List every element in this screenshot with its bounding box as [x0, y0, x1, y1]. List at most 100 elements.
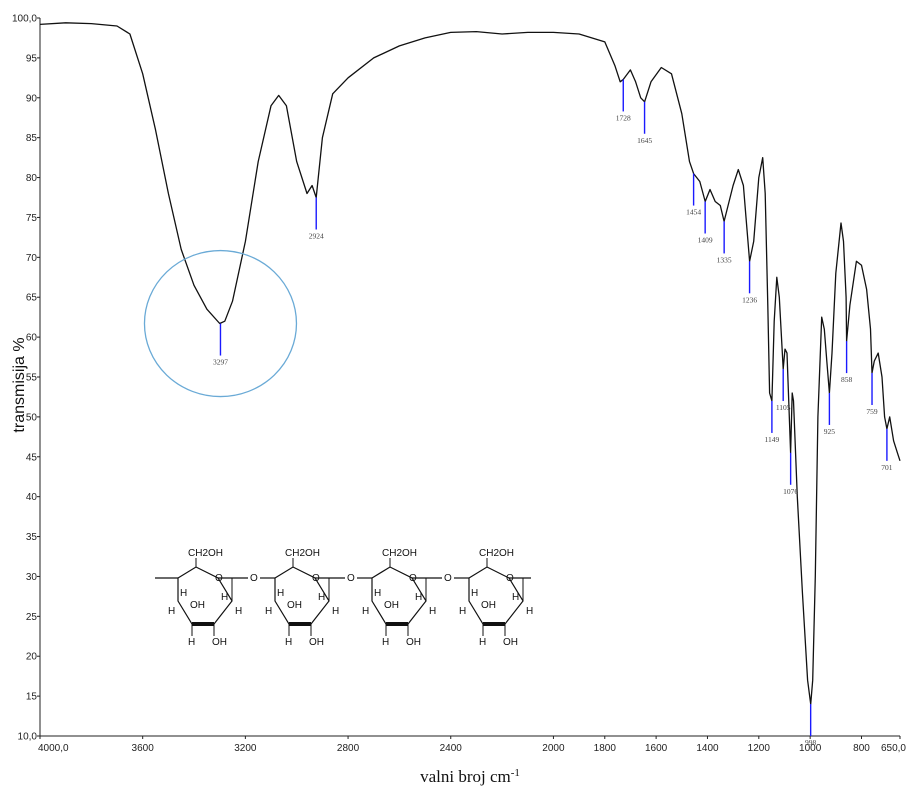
peak-label: 925	[824, 427, 836, 436]
oh-label: OH	[503, 637, 518, 648]
y-ticks: 100,0 95 90 85 80 75 70 65 60 55 50 45 40 35 30 25 20 15 1…	[12, 14, 40, 743]
y-tick-label: 60	[26, 333, 38, 344]
cellulose-structure: CH2OHOOHOHHHHHHOCH2OHOOHOHHHHHHOCH2OHOOH…	[155, 548, 533, 648]
peak-label: 1454	[686, 208, 701, 217]
glucose-ring	[371, 566, 427, 625]
y-tick-label: 75	[26, 213, 38, 224]
h-label: H	[188, 637, 195, 648]
h-label: H	[235, 606, 242, 617]
y-tick-label: 25	[26, 612, 38, 623]
x-tick-label: 1600	[645, 743, 668, 754]
x-tick-label: 2000	[542, 743, 565, 754]
y-tick-label: 65	[26, 293, 38, 304]
x-tick-label: 3200	[234, 743, 257, 754]
highlight-ellipse	[143, 249, 298, 398]
bridge-oxygen-label: O	[444, 573, 452, 584]
oh-label: OH	[481, 600, 496, 611]
h-label: H	[168, 606, 175, 617]
x-tick-label: 1800	[594, 743, 617, 754]
h-label: H	[415, 592, 422, 603]
h-label: H	[459, 606, 466, 617]
h-label: H	[471, 588, 478, 599]
glucose-ring	[274, 566, 330, 625]
y-tick-label: 30	[26, 572, 38, 583]
peak-label: 1076	[783, 487, 798, 496]
y-tick-label: 85	[26, 133, 38, 144]
glucose-ring	[177, 566, 233, 625]
bridge-oxygen-label: O	[250, 573, 258, 584]
peak-label: 3297	[213, 358, 228, 367]
h-label: H	[318, 592, 325, 603]
h-label: H	[180, 588, 187, 599]
peak-label: 1236	[742, 295, 757, 304]
oh-label: OH	[287, 600, 302, 611]
bridge-oxygen-label: O	[347, 573, 355, 584]
glucose-unit: CH2OHOOHOHHHHHHO	[168, 548, 275, 648]
peak-label: 858	[841, 375, 853, 384]
x-axis-title-sup: -1	[511, 767, 520, 779]
oh-label: OH	[384, 600, 399, 611]
ch2oh-label: CH2OH	[382, 548, 417, 559]
y-tick-label: 15	[26, 692, 38, 703]
ch2oh-label: CH2OH	[188, 548, 223, 559]
y-tick-label: 45	[26, 452, 38, 463]
h-label: H	[277, 588, 284, 599]
peak-label: 701	[881, 463, 893, 472]
y-tick-label: 55	[26, 373, 38, 384]
h-label: H	[332, 606, 339, 617]
y-tick-label: 50	[26, 412, 38, 423]
ch2oh-label: CH2OH	[285, 548, 320, 559]
glucose-unit: CH2OHOOHOHHHHHH	[459, 548, 533, 648]
y-tick-label: 35	[26, 532, 38, 543]
h-label: H	[221, 592, 228, 603]
x-tick-label: 650,0	[881, 743, 906, 754]
h-label: H	[374, 588, 381, 599]
x-tick-label: 1000	[799, 743, 822, 754]
x-tick-label: 800	[853, 743, 870, 754]
series	[39, 22, 901, 705]
peak-label: 2924	[309, 232, 324, 241]
glucose-ring	[468, 566, 524, 625]
peak-label: 1105	[776, 403, 791, 412]
glucose-unit: CH2OHOOHOHHHHHHO	[362, 548, 469, 648]
h-label: H	[526, 606, 533, 617]
x-tick-label: 2400	[440, 743, 463, 754]
peak-label: 1409	[698, 235, 713, 244]
x-ticks: 4000,0 3600 3200 2800 2400 2000 1800 1600 1400 12…	[38, 736, 906, 754]
oh-label: OH	[212, 637, 227, 648]
x-tick-label: 1400	[696, 743, 719, 754]
y-tick-label: 40	[26, 492, 38, 503]
spectrum-line	[39, 22, 901, 705]
h-label: H	[265, 606, 272, 617]
h-label: H	[382, 637, 389, 648]
oh-label: OH	[190, 600, 205, 611]
glucose-unit: CH2OHOOHOHHHHHHO	[265, 548, 372, 648]
x-axis-title-main: valni broj cm	[420, 767, 511, 786]
x-tick-label: 1200	[748, 743, 771, 754]
peak-label: 759	[866, 407, 878, 416]
h-label: H	[512, 592, 519, 603]
oh-label: OH	[406, 637, 421, 648]
peak-annotations: 3297 2924 1728 1645 1454 1409 1335 1236 1149 1105…	[213, 79, 893, 747]
highlight-circle	[143, 249, 298, 398]
h-label: H	[479, 637, 486, 648]
peak-label: 1728	[616, 113, 631, 122]
y-tick-label: 10,0	[18, 732, 38, 743]
y-tick-label: 90	[26, 93, 38, 104]
y-tick-label: 70	[26, 253, 38, 264]
h-label: H	[285, 637, 292, 648]
x-tick-label: 4000,0	[38, 743, 69, 754]
peak-label: 1645	[637, 136, 652, 145]
oh-label: OH	[309, 637, 324, 648]
ch2oh-label: CH2OH	[479, 548, 514, 559]
peak-label: 1335	[717, 255, 732, 264]
y-axis-title: transmisija %	[11, 337, 28, 432]
x-tick-label: 2800	[337, 743, 360, 754]
peak-label: 998	[805, 738, 817, 747]
y-tick-label: 20	[26, 652, 38, 663]
h-label: H	[429, 606, 436, 617]
x-tick-label: 3600	[132, 743, 155, 754]
y-tick-label: 80	[26, 173, 38, 184]
y-tick-label: 100,0	[12, 14, 37, 25]
